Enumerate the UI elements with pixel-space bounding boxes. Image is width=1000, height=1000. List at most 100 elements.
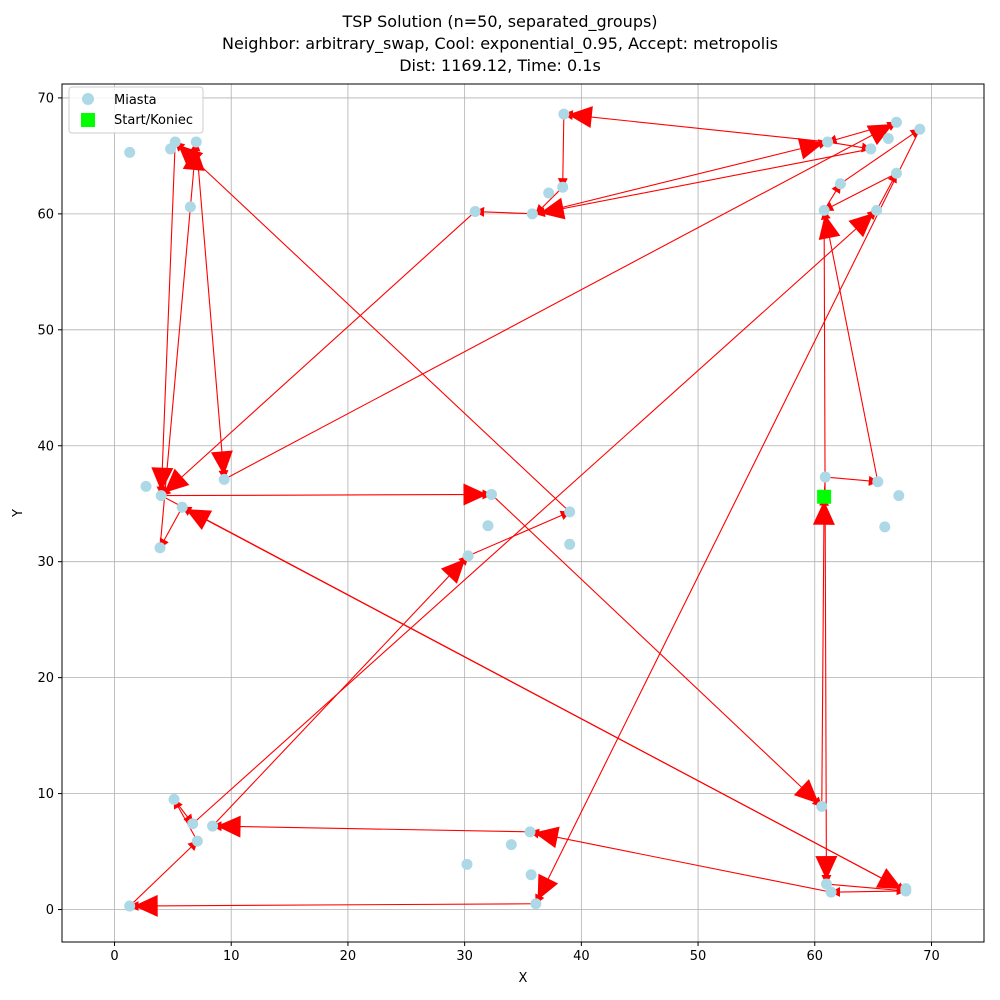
legend-start-marker <box>81 113 95 127</box>
y-axis-label: Y <box>11 509 26 518</box>
route-arrowhead <box>537 873 559 901</box>
route-segment <box>562 110 828 143</box>
y-tick-label: 10 <box>37 787 54 802</box>
x-tick-label: 40 <box>573 949 590 964</box>
route-segment <box>161 489 493 500</box>
route-segment <box>535 139 829 215</box>
city-point <box>865 143 877 155</box>
route-arrowhead <box>815 855 838 881</box>
route-arrowhead <box>440 558 466 584</box>
route-arrowhead <box>818 214 841 240</box>
route-segment <box>826 121 897 145</box>
route-segment <box>820 209 879 482</box>
city-point <box>871 204 883 216</box>
city-point <box>169 136 181 148</box>
legend-city-label: Miasta <box>114 93 157 108</box>
city-point <box>485 488 497 500</box>
city-point <box>564 506 576 518</box>
city-point <box>914 123 926 135</box>
city-point <box>187 818 199 830</box>
city-point <box>218 473 230 485</box>
city-point <box>462 550 474 562</box>
legend-box <box>68 86 204 134</box>
route-segment <box>830 887 906 898</box>
legend-city-marker <box>82 93 94 105</box>
grid <box>62 84 984 942</box>
city-point <box>822 136 834 148</box>
route-arrowhead <box>567 106 593 129</box>
route-segment <box>159 506 183 549</box>
route-segment <box>195 141 229 481</box>
y-tick-label: 40 <box>37 439 54 454</box>
route-segment <box>557 114 568 189</box>
route-segment <box>840 128 921 185</box>
route-segment <box>174 141 571 513</box>
city-point <box>191 835 203 847</box>
route-arrowhead <box>151 467 174 492</box>
route-segment <box>467 510 571 557</box>
y-tick-label: 60 <box>37 207 54 222</box>
route-arrowhead <box>185 509 213 531</box>
city-point <box>190 136 202 148</box>
route-arrowhead <box>539 197 566 220</box>
city-point <box>834 178 846 190</box>
axis-ticks: 0 10 20 30 40 50 60 70 0 10 20 30 40 50 60 70 <box>37 91 939 964</box>
city-point <box>893 490 905 502</box>
start-end-point <box>817 489 832 504</box>
city-point <box>558 108 570 120</box>
city-point <box>890 167 902 179</box>
axes-frame <box>61 83 985 943</box>
route-segment <box>825 475 879 486</box>
chart-title-line-3: Dist: 1169.12, Time: 0.1s <box>399 56 601 75</box>
city-point <box>900 885 912 897</box>
route-segment <box>128 901 536 912</box>
city-point <box>469 206 481 218</box>
x-tick-label: 10 <box>223 949 240 964</box>
route-arrowhead <box>164 468 190 493</box>
route-segment <box>819 495 830 807</box>
x-tick-label: 30 <box>456 949 473 964</box>
start-end-marker <box>817 489 832 504</box>
route-arrowhead <box>210 450 233 476</box>
x-tick-label: 20 <box>340 949 357 964</box>
y-tick-label: 0 <box>46 903 54 918</box>
x-tick-label: 60 <box>806 949 823 964</box>
x-tick-label: 0 <box>110 949 118 964</box>
route-segment <box>129 840 199 907</box>
route-arrowhead <box>875 868 903 890</box>
route-segment <box>491 494 823 808</box>
city-point <box>154 542 166 554</box>
route-segment <box>474 206 536 217</box>
city-points <box>124 108 926 912</box>
route-arrowhead <box>178 144 204 170</box>
route-segment <box>529 828 832 893</box>
city-point <box>879 521 891 533</box>
route-lines <box>128 106 921 917</box>
chart-title-line-2: Neighbor: arbitrary_swap, Cool: exponent… <box>222 34 778 53</box>
route-segment <box>535 128 921 905</box>
city-point <box>482 520 494 532</box>
city-point <box>872 476 884 488</box>
route-segment <box>826 883 907 896</box>
route-arrowhead <box>848 213 874 238</box>
x-tick-label: 50 <box>690 949 707 964</box>
city-point <box>526 208 538 220</box>
city-point <box>525 869 537 881</box>
city-point <box>825 886 837 898</box>
city-point <box>124 146 136 158</box>
route-segment <box>534 148 871 218</box>
y-tick-label: 20 <box>37 671 54 686</box>
route-arrowhead <box>793 779 819 804</box>
chart-title-line-1: TSP Solution (n=50, separated_groups) <box>342 12 658 31</box>
city-point <box>155 490 167 502</box>
city-point <box>168 793 180 805</box>
route-segment <box>827 141 872 153</box>
route-segment <box>160 211 476 497</box>
city-point <box>564 538 576 550</box>
route-segment <box>212 555 469 827</box>
city-point <box>176 501 188 513</box>
route-segment <box>223 121 898 480</box>
city-point <box>505 839 517 851</box>
